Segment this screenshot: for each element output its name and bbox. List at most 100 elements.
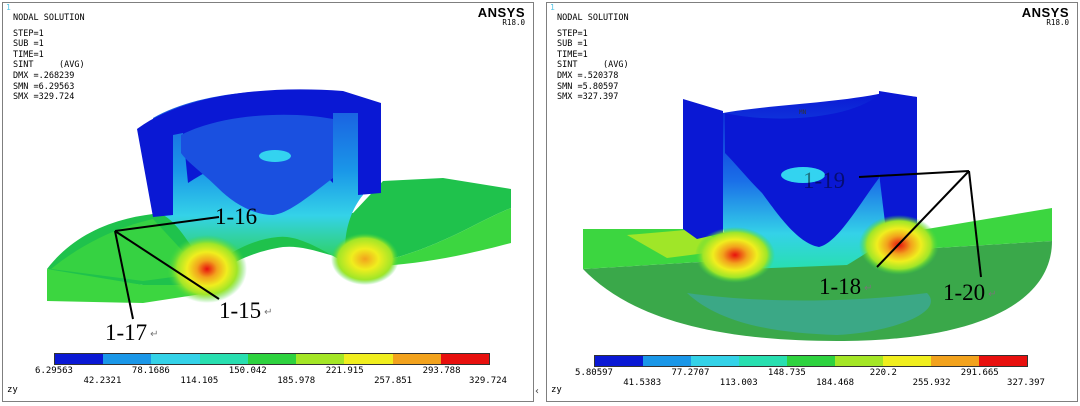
- leader-1-16: [114, 216, 220, 232]
- cylinder-right-wall: [879, 91, 917, 239]
- legend-swatch: [344, 354, 393, 364]
- legend-tick-bottom: 41.5383: [623, 378, 662, 388]
- callout-1-15-text: 1-15: [219, 298, 262, 323]
- info-line: TIME=1: [557, 49, 588, 60]
- view-axis-label: zy: [551, 385, 562, 395]
- return-mark-icon: ↵: [988, 288, 997, 300]
- legend-swatch: [296, 354, 345, 364]
- view-axis-label: zy: [7, 385, 18, 395]
- legend-tick-top: 293.788: [422, 366, 461, 376]
- callout-1-18: 1-18 ↵: [819, 275, 873, 298]
- legend-swatch: [739, 356, 787, 366]
- legend-tick-top: 78.1686: [131, 366, 170, 376]
- callout-1-17-text: 1-17: [105, 320, 148, 345]
- legend-tick-top: 148.735: [767, 368, 806, 378]
- info-line: SMX =329.724: [13, 92, 75, 103]
- legend-swatch: [787, 356, 835, 366]
- info-line: DMX =.520378: [557, 70, 619, 81]
- legend-tick-bottom: 185.978: [277, 376, 316, 386]
- legend-swatch: [151, 354, 200, 364]
- stress-contour-model-right: MN: [583, 91, 1052, 341]
- legend-tick-top: 150.042: [228, 366, 267, 376]
- leader-1-19: [858, 170, 970, 178]
- return-mark-icon: ↵: [150, 328, 159, 340]
- stress-contour-model-left: [47, 89, 511, 320]
- ansys-logo: ANSYS: [1021, 5, 1069, 20]
- info-line: SMX =327.397: [557, 92, 619, 103]
- flange-right-front-face: [363, 208, 511, 267]
- legend-swatch: [103, 354, 152, 364]
- min-node-label: MN: [799, 109, 807, 116]
- scroll-left-icon[interactable]: ‹: [535, 386, 539, 397]
- callout-1-20-text: 1-20: [943, 280, 986, 305]
- ansys-brand: ANSYS R18.0: [478, 5, 525, 27]
- legend-tick-bottom: 329.724: [469, 376, 507, 386]
- legend-swatch: [440, 354, 489, 364]
- info-line: TIME=1: [13, 49, 44, 60]
- ansys-logo: ANSYS: [477, 5, 525, 20]
- window-number: 1: [550, 3, 555, 12]
- info-line: SUB =1: [13, 39, 44, 50]
- info-line: SUB =1: [557, 39, 588, 50]
- leader-1-20: [968, 170, 982, 278]
- info-line: DMX =.268239: [13, 70, 75, 81]
- hotspot-right: [331, 233, 399, 285]
- legend-swatch: [835, 356, 883, 366]
- legend-swatch: [931, 356, 979, 366]
- solution-title: NODAL SOLUTION: [557, 13, 629, 23]
- window-number: 1: [6, 3, 11, 12]
- info-line: SMN =6.29563: [13, 81, 75, 92]
- legend-tick-bottom: 114.105: [180, 376, 219, 386]
- contour-legend-bar: [594, 355, 1028, 367]
- hotspot-1-15: [167, 235, 247, 303]
- callout-1-20: 1-20 ↵: [943, 281, 997, 304]
- leader-1-15: [114, 230, 220, 300]
- info-line: SINT (AVG): [557, 60, 629, 71]
- solution-info: NODAL SOLUTION STEP=1 SUB =1 TIME=1 SINT…: [557, 13, 629, 103]
- callout-1-17: 1-17 ↵: [105, 321, 159, 344]
- legend-tick-top: 221.915: [325, 366, 364, 376]
- legend-swatch: [595, 356, 643, 366]
- leader-1-18: [876, 170, 970, 268]
- legend-tick-bottom: 42.2321: [83, 376, 122, 386]
- ansys-version: R18.0: [1046, 18, 1069, 27]
- return-mark-icon: ↵: [264, 306, 273, 318]
- flange-underside-mid: [687, 293, 931, 335]
- legend-tick-top: 5.80597: [575, 368, 613, 378]
- callout-1-18-text: 1-18: [819, 274, 862, 299]
- cylinder-left-wall: [683, 99, 723, 239]
- legend-tick-bottom: 255.932: [912, 378, 951, 388]
- legend-tick-top: 220.2: [869, 368, 897, 378]
- contour-eye: [781, 167, 825, 183]
- ansys-version: R18.0: [502, 18, 525, 27]
- info-line: SMN =5.80597: [557, 81, 619, 92]
- legend-swatch: [392, 354, 441, 364]
- callout-1-16: 1-16: [215, 204, 258, 229]
- legend-tick-top: 6.29563: [35, 366, 73, 376]
- return-mark-icon: ↵: [864, 282, 873, 294]
- left-viewport: 1 NODAL SOLUTION STEP=1 SUB =1 TIME=1 SI…: [2, 2, 534, 402]
- solution-info: NODAL SOLUTION STEP=1 SUB =1 TIME=1 SINT…: [13, 13, 85, 103]
- legend-tick-bottom: 113.003: [719, 378, 758, 388]
- legend-tick-bottom: 184.468: [816, 378, 855, 388]
- right-viewport: 1 NODAL SOLUTION STEP=1 SUB =1 TIME=1 SI…: [546, 2, 1078, 402]
- solution-title: NODAL SOLUTION: [13, 13, 85, 23]
- cylinder-inner-bowl: [181, 114, 333, 215]
- legend-tick-bottom: 257.851: [374, 376, 413, 386]
- hotspot-left: [695, 227, 775, 283]
- contour-legend-bar: [54, 353, 490, 365]
- info-line: SINT (AVG): [13, 60, 85, 71]
- legend-swatch: [199, 354, 248, 364]
- info-line: STEP=1: [557, 28, 588, 39]
- legend-tick-bottom: 327.397: [1007, 378, 1045, 388]
- legend-tick-top: 291.665: [960, 368, 999, 378]
- callout-1-15: 1-15 ↵: [219, 299, 273, 322]
- legend-swatch: [691, 356, 739, 366]
- callout-1-19: 1-19: [803, 168, 846, 193]
- legend-swatch: [643, 356, 691, 366]
- info-line: STEP=1: [13, 28, 44, 39]
- contour-eye: [259, 150, 291, 162]
- legend-swatch: [55, 354, 104, 364]
- legend-tick-top: 77.2707: [671, 368, 710, 378]
- ansys-brand: ANSYS R18.0: [1022, 5, 1069, 27]
